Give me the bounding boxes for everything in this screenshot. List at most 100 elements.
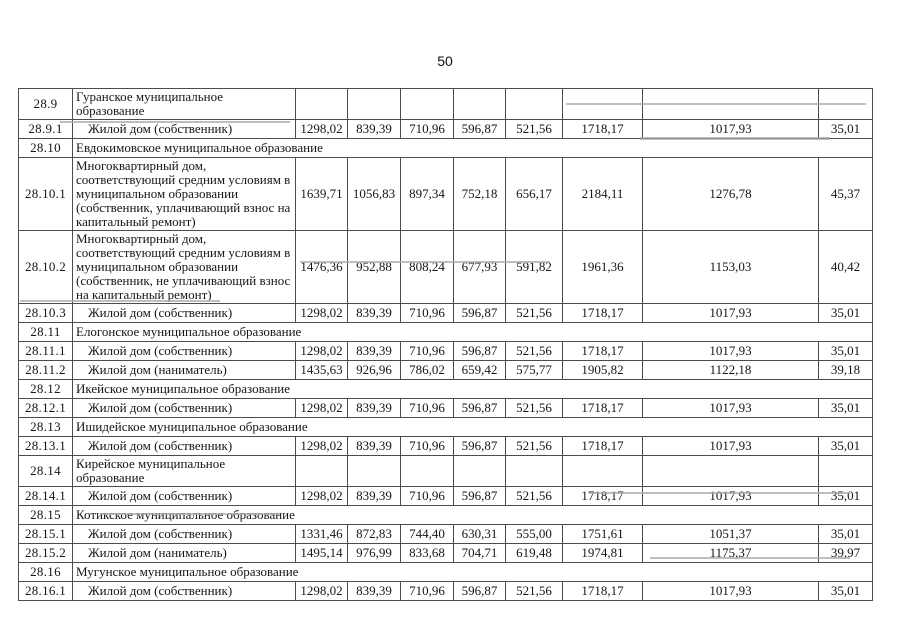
housing-type-row: 28.9.1 Жилой дом (собственник) 1298,02 839,… (18, 119, 873, 139)
value-cell: 710,96 (400, 436, 454, 456)
housing-type-row: 28.14.1 Жилой дом (собственник) 1298,02 839… (18, 486, 873, 506)
row-number-cell: 28.11 (18, 322, 73, 342)
value-cell: 35,01 (818, 486, 873, 506)
value-cell (562, 88, 643, 120)
housing-type-row: 28.15.1 Жилой дом (собственник) 1331,46 872… (18, 524, 873, 544)
housing-type-row: 28.16.1 Жилой дом (собственник) 1298,02 839… (18, 581, 873, 601)
value-cell: 619,48 (505, 543, 563, 563)
value-cell: 596,87 (453, 436, 506, 456)
value-cell: 1495,14 (295, 543, 348, 563)
row-number-cell: 28.9 (18, 88, 73, 120)
value-cell (642, 88, 819, 120)
value-cell: 1175,37 (642, 543, 819, 563)
value-cell: 839,39 (347, 436, 401, 456)
value-cell: 710,96 (400, 303, 454, 323)
value-cell: 2184,11 (562, 157, 643, 231)
value-cell: 839,39 (347, 303, 401, 323)
name-cell: Елогонское муниципальное образование (72, 322, 873, 342)
value-cell: 926,96 (347, 360, 401, 380)
name-cell: Жилой дом (собственник) (72, 581, 296, 601)
value-cell: 1298,02 (295, 486, 348, 506)
value-cell: 839,39 (347, 341, 401, 361)
value-cell: 839,39 (347, 119, 401, 139)
value-cell: 1751,61 (562, 524, 643, 544)
name-cell: Жилой дом (наниматель) (72, 543, 296, 563)
name-cell: Кирейское муниципальное образование (72, 455, 296, 487)
value-cell: 1017,93 (642, 581, 819, 601)
row-number-cell: 28.15 (18, 505, 73, 525)
name-cell: Жилой дом (наниматель) (72, 360, 296, 380)
municipality-row: 28.13 Ишидейское муниципальное образовани… (18, 417, 873, 437)
value-cell: 1639,71 (295, 157, 348, 231)
value-cell: 1298,02 (295, 119, 348, 139)
value-cell: 575,77 (505, 360, 563, 380)
value-cell (295, 88, 348, 120)
name-cell: Евдокимовское муниципальное образование (72, 138, 873, 158)
name-cell: Ишидейское муниципальное образование (72, 417, 873, 437)
value-cell: 872,83 (347, 524, 401, 544)
housing-type-row: 28.11.1 Жилой дом (собственник) 1298,02 839… (18, 341, 873, 361)
row-number-cell: 28.9.1 (18, 119, 73, 139)
value-cell: 1435,63 (295, 360, 348, 380)
value-cell: 1718,17 (562, 303, 643, 323)
housing-type-row: 28.10.2 Многоквартирный дом, соответствую… (18, 230, 873, 304)
row-number-cell: 28.10.1 (18, 157, 73, 231)
value-cell: 710,96 (400, 398, 454, 418)
row-number-cell: 28.11.1 (18, 341, 73, 361)
housing-type-row: 28.13.1 Жилой дом (собственник) 1298,02 839… (18, 436, 873, 456)
name-cell: Многоквартирный дом, соответствующий сре… (72, 230, 296, 304)
name-cell: Жилой дом (собственник) (72, 341, 296, 361)
value-cell: 1298,02 (295, 436, 348, 456)
municipality-row: 28.15 Котикское муниципальное образование (18, 505, 873, 525)
value-cell (453, 88, 506, 120)
housing-type-row: 28.15.2 Жилой дом (наниматель) 1495,14 976,… (18, 543, 873, 563)
value-cell: 35,01 (818, 581, 873, 601)
value-cell (818, 88, 873, 120)
value-cell: 808,24 (400, 230, 454, 304)
value-cell (505, 455, 563, 487)
value-cell: 596,87 (453, 303, 506, 323)
value-cell: 677,93 (453, 230, 506, 304)
value-cell: 35,01 (818, 341, 873, 361)
value-cell: 1718,17 (562, 341, 643, 361)
value-cell: 659,42 (453, 360, 506, 380)
value-cell (295, 455, 348, 487)
value-cell: 952,88 (347, 230, 401, 304)
value-cell: 521,56 (505, 341, 563, 361)
row-number-cell: 28.11.2 (18, 360, 73, 380)
value-cell: 710,96 (400, 581, 454, 601)
value-cell: 521,56 (505, 486, 563, 506)
value-cell: 1017,93 (642, 486, 819, 506)
value-cell: 1905,82 (562, 360, 643, 380)
value-cell: 596,87 (453, 581, 506, 601)
housing-type-row: 28.10.1 Многоквартирный дом, соответствую… (18, 157, 873, 231)
value-cell: 596,87 (453, 119, 506, 139)
value-cell: 1298,02 (295, 341, 348, 361)
value-cell: 1276,78 (642, 157, 819, 231)
value-cell: 521,56 (505, 581, 563, 601)
value-cell: 897,34 (400, 157, 454, 231)
value-cell (347, 455, 401, 487)
value-cell: 752,18 (453, 157, 506, 231)
value-cell: 596,87 (453, 341, 506, 361)
value-cell (505, 88, 563, 120)
value-cell: 1017,93 (642, 398, 819, 418)
name-cell: Жилой дом (собственник) (72, 524, 296, 544)
name-cell: Котикское муниципальное образование (72, 505, 873, 525)
value-cell: 596,87 (453, 398, 506, 418)
value-cell: 35,01 (818, 436, 873, 456)
row-number-cell: 28.13 (18, 417, 73, 437)
value-cell: 596,87 (453, 486, 506, 506)
row-number-cell: 28.14.1 (18, 486, 73, 506)
value-cell: 1153,03 (642, 230, 819, 304)
value-cell: 35,01 (818, 303, 873, 323)
housing-type-row: 28.12.1 Жилой дом (собственник) 1298,02 839… (18, 398, 873, 418)
name-cell: Многоквартирный дом, соответствующий сре… (72, 157, 296, 231)
value-cell: 35,01 (818, 119, 873, 139)
page-number: 50 (437, 53, 453, 69)
row-number-cell: 28.16.1 (18, 581, 73, 601)
row-number-cell: 28.10.3 (18, 303, 73, 323)
value-cell (642, 455, 819, 487)
row-number-cell: 28.10 (18, 138, 73, 158)
